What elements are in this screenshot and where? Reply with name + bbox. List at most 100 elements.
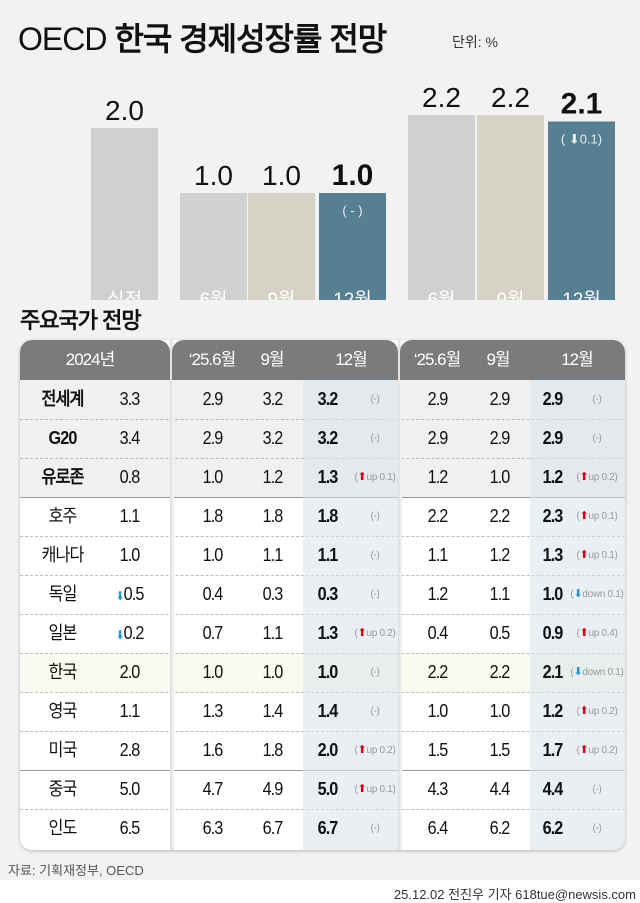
value-cell-b6: 1.0	[413, 692, 463, 731]
value-cell-a12: 3.2	[303, 419, 353, 458]
change-indicator: (-)	[346, 575, 404, 614]
unit-label: 단위: %	[452, 34, 498, 50]
paren-close: )	[392, 472, 396, 483]
forecast-table: 2024년 ‘25.6월 9월 12월 ‘25.6월 9월 12월 전세계 3.3 2.9 3.2 3…	[20, 340, 625, 850]
value-text: 1.0	[202, 662, 224, 682]
paren-close: )	[598, 784, 602, 795]
value-cell-b9: 2.2	[475, 653, 525, 692]
value-text: 1.6	[202, 740, 224, 760]
bar-category-label: 9월	[267, 289, 295, 300]
value-text: 0.4	[202, 584, 224, 604]
up-change-value: up 0.1	[358, 472, 393, 483]
no-change-value: -	[373, 511, 377, 522]
value-cell-a12: 1.1	[303, 536, 353, 575]
header-group-2024	[20, 340, 170, 380]
value-text: 1.8	[262, 740, 284, 760]
value-cell-b12: 4.4	[528, 770, 578, 809]
value-cell-a12: 1.4	[303, 692, 353, 731]
value-text: 1.3	[542, 545, 564, 565]
value-cell-a9: 1.0	[248, 653, 298, 692]
up-change-value: up 0.4	[580, 628, 615, 639]
value-cell-a6: 1.8	[188, 497, 238, 536]
paren-close: )	[392, 784, 396, 795]
value-cell-b12: 1.2	[528, 458, 578, 497]
country-name: 캐나다	[41, 545, 84, 565]
value-cell-a12: 1.0	[303, 653, 353, 692]
paren-open: (	[354, 745, 358, 756]
value-text: 1.0	[202, 467, 224, 487]
no-change-value: -	[373, 550, 377, 561]
value-cell-b6: 2.9	[413, 380, 463, 419]
down-arrow-icon: ⬇	[115, 628, 125, 642]
bar-category-label: 실적	[107, 289, 142, 300]
value-cell-a12: 2.0	[303, 731, 353, 770]
value-text: 0.2	[123, 623, 145, 643]
country-name: 영국	[48, 701, 77, 721]
value-text: 1.1	[489, 584, 511, 604]
bar-change-label: ( ⬇0.1)	[561, 132, 602, 147]
value-cell-b9: 0.5	[475, 614, 525, 653]
value-text: 6.3	[202, 818, 224, 838]
paren-open: (	[370, 433, 374, 444]
value-cell-a6: 2.9	[188, 380, 238, 419]
value-cell-b9: 2.9	[475, 419, 525, 458]
value-text: 0.3	[317, 584, 339, 604]
credit: 25.12.02 전진우 기자 618tue@newsis.com	[393, 887, 636, 902]
value-cell-a9: 1.2	[248, 458, 298, 497]
value-cell-a6: 4.7	[188, 770, 238, 809]
value-cell-b6: 0.4	[413, 614, 463, 653]
value-text: 0.7	[202, 623, 224, 643]
value-text: 4.3	[427, 779, 449, 799]
value-cell-b12: 0.9	[528, 614, 578, 653]
bar	[319, 193, 386, 300]
value-text: 1.1	[119, 506, 141, 526]
value-cell-y24: 1.0	[105, 536, 155, 575]
bar-category-label: 6월	[199, 289, 227, 300]
value-text: 1.3	[317, 623, 339, 643]
value-cell-b12: 2.3	[528, 497, 578, 536]
change-indicator: (up 0.2)	[568, 458, 625, 497]
value-cell-b12: 1.0	[528, 575, 578, 614]
value-text: 1.3	[202, 701, 224, 721]
value-cell-y24: 2.0	[105, 653, 155, 692]
value-text: 2.2	[489, 662, 511, 682]
change-indicator: (-)	[346, 653, 404, 692]
value-text: 2.9	[427, 428, 449, 448]
value-text: 2.9	[427, 389, 449, 409]
paren-close: )	[614, 472, 618, 483]
value-text: 2.9	[489, 428, 511, 448]
value-cell-a6: 6.3	[188, 809, 238, 848]
up-change-value: up 0.2	[580, 745, 615, 756]
column-divider	[170, 340, 174, 850]
bar-value-label: 1.0	[332, 159, 374, 192]
value-text: 1.4	[262, 701, 284, 721]
value-text: 3.2	[317, 389, 339, 409]
country-name: 유로존	[41, 467, 84, 487]
value-text: 1.2	[427, 467, 449, 487]
paren-open: (	[576, 472, 580, 483]
value-cell-a12: 1.3	[303, 458, 353, 497]
paren-open: (	[576, 745, 580, 756]
value-text: 4.7	[202, 779, 224, 799]
value-cell-a9: 3.2	[248, 380, 298, 419]
up-change-value: up 0.1	[580, 511, 615, 522]
header-group-2026	[400, 340, 625, 380]
value-text: 3.2	[317, 428, 339, 448]
value-text: 1.5	[427, 740, 449, 760]
value-text: 3.2	[262, 389, 284, 409]
value-text: 0.8	[119, 467, 141, 487]
no-change-value: -	[373, 706, 377, 717]
no-change-value: -	[373, 589, 377, 600]
paren-close: )	[620, 589, 624, 600]
value-cell-b9: 1.1	[475, 575, 525, 614]
paren-open: (	[370, 589, 374, 600]
paren-close: )	[392, 628, 396, 639]
value-text: 1.0	[489, 701, 511, 721]
value-text: 4.9	[262, 779, 284, 799]
value-cell-b9: 2.2	[475, 497, 525, 536]
value-cell-a6: 1.3	[188, 692, 238, 731]
value-text: 1.1	[262, 545, 284, 565]
no-change-value: -	[595, 823, 599, 834]
no-change-value: -	[373, 667, 377, 678]
value-text: 1.8	[202, 506, 224, 526]
